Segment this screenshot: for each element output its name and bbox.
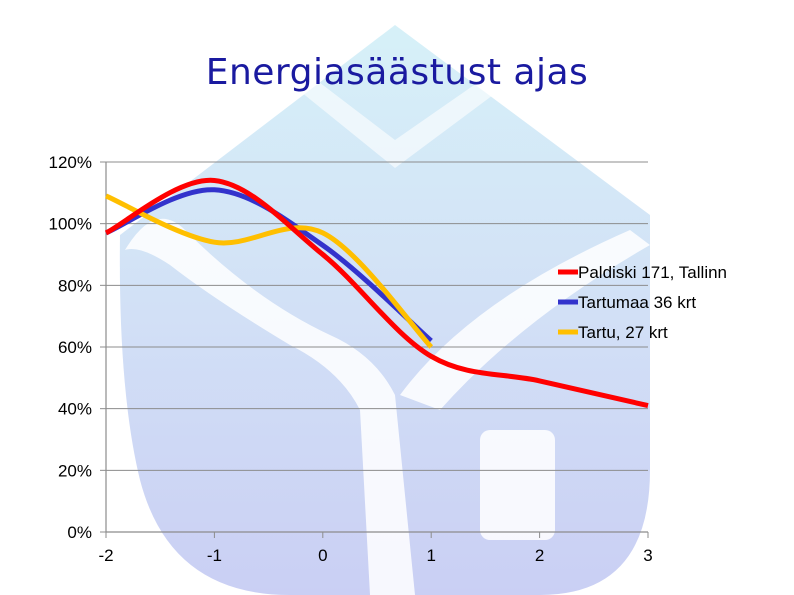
- legend-label: Tartumaa 36 krt: [578, 293, 696, 312]
- legend: Paldiski 171, Tallinn Tartumaa 36 krt Tart…: [558, 263, 727, 342]
- y-tick-label: 120%: [49, 153, 92, 172]
- y-axis-ticks: 0% 20% 40% 60% 80% 100% 120%: [49, 153, 106, 542]
- y-tick-label: 60%: [58, 338, 92, 357]
- y-tick-label: 80%: [58, 276, 92, 295]
- y-tick-label: 20%: [58, 461, 92, 480]
- x-tick-label: 0: [318, 546, 327, 565]
- legend-label: Tartu, 27 krt: [578, 323, 668, 342]
- series-line-2: [105, 187, 433, 343]
- x-axis-ticks: -2 -1 0 1 2 3: [98, 532, 653, 565]
- x-tick-label: 3: [643, 546, 652, 565]
- series-line-3: [105, 193, 434, 349]
- x-tick-label: 2: [535, 546, 544, 565]
- x-tick-label: -1: [207, 546, 222, 565]
- legend-label: Paldiski 171, Tallinn: [578, 263, 727, 282]
- y-tick-label: 40%: [58, 400, 92, 419]
- y-tick-label: 0%: [67, 523, 92, 542]
- y-tick-label: 100%: [49, 215, 92, 234]
- series-line-1: [104, 177, 649, 409]
- grid-lines: [106, 161, 648, 471]
- x-tick-label: 1: [426, 546, 435, 565]
- series-lines: [104, 177, 649, 409]
- chart-title: Energiasäästust ajas: [205, 52, 589, 93]
- x-tick-label: -2: [98, 546, 113, 565]
